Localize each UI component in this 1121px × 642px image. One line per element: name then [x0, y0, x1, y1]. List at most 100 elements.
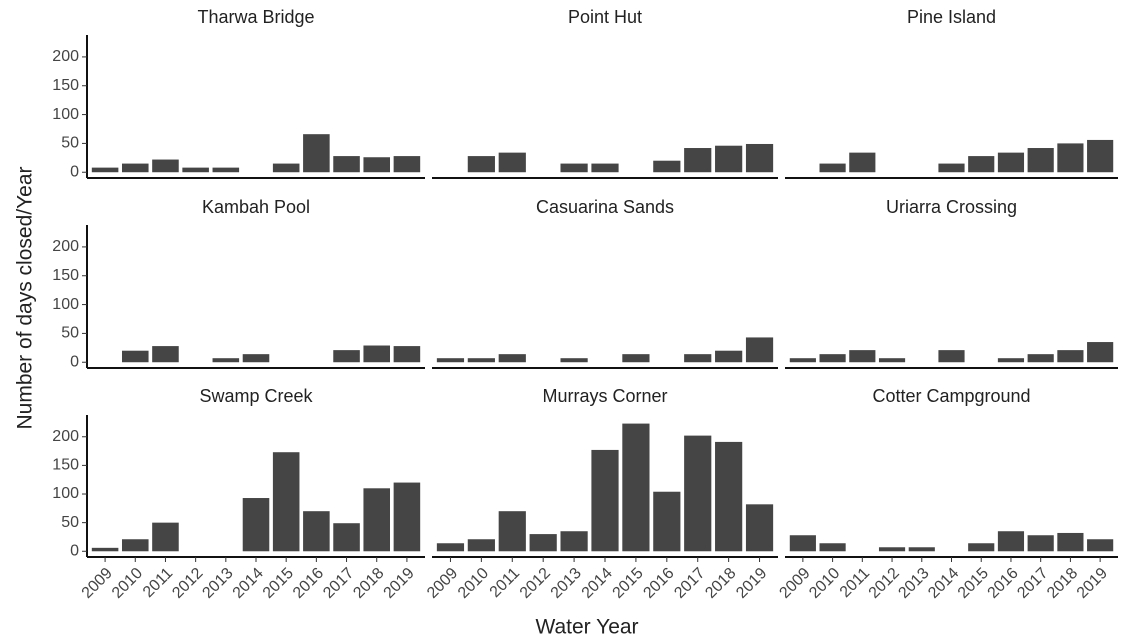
bar [303, 511, 330, 552]
bar [242, 354, 270, 363]
x-tick-label: 2010 [455, 565, 492, 602]
bar [908, 547, 935, 552]
x-tick-label: 2009 [424, 565, 461, 602]
x-tick-label: 2015 [260, 565, 297, 602]
bar [436, 543, 465, 552]
bar [1057, 143, 1084, 173]
bar [997, 531, 1025, 552]
bar [653, 491, 681, 552]
bar [242, 498, 270, 552]
bar [152, 159, 179, 173]
y-tick-label: 50 [61, 514, 79, 531]
panel-title: Casuarina Sands [536, 197, 674, 217]
panel-title: Swamp Creek [199, 386, 313, 406]
bar [272, 163, 300, 173]
bar [467, 156, 495, 173]
bar [715, 145, 743, 173]
x-tick-label: 2013 [199, 565, 236, 602]
panel-title: Tharwa Bridge [197, 7, 314, 27]
bar [467, 358, 495, 363]
bar [560, 358, 588, 363]
x-tick-label: 2012 [866, 565, 903, 602]
x-tick-label: 2009 [776, 565, 813, 602]
bar [849, 152, 876, 173]
bar [684, 435, 712, 552]
x-tick-label: 2011 [487, 565, 523, 601]
bar [938, 350, 965, 363]
bar [622, 423, 650, 552]
bar [591, 163, 619, 173]
bar [819, 543, 846, 552]
bar [789, 358, 816, 363]
x-tick-label: 2019 [381, 565, 418, 602]
y-tick-label: 50 [61, 325, 79, 342]
bar [622, 354, 650, 363]
bar [715, 350, 743, 363]
bar [363, 157, 391, 173]
bar [819, 163, 846, 173]
bar [1087, 539, 1114, 552]
bar [1057, 532, 1084, 552]
panel-title: Point Hut [568, 7, 642, 27]
bar [968, 156, 995, 173]
bar [1057, 350, 1084, 363]
y-tick-label: 200 [52, 428, 79, 445]
x-tick-label: 2016 [290, 565, 327, 602]
x-tick-label: 2018 [702, 565, 739, 602]
x-tick-label: 2019 [1074, 565, 1111, 602]
bar [968, 543, 995, 552]
x-tick-label: 2010 [806, 565, 843, 602]
y-tick-label: 0 [70, 163, 79, 180]
bar [560, 531, 588, 552]
y-tick-label: 100 [52, 485, 79, 502]
bar [498, 152, 526, 173]
bar [529, 534, 557, 552]
bar [272, 452, 300, 552]
bar [849, 350, 876, 363]
bar [591, 449, 619, 552]
bar [498, 511, 526, 552]
bar [467, 539, 495, 552]
bar [212, 167, 240, 173]
y-tick-label: 150 [52, 77, 79, 94]
y-tick-label: 0 [70, 353, 79, 370]
bar [182, 167, 209, 173]
x-tick-label: 2014 [925, 565, 962, 602]
y-axis-title: Number of days closed/Year [14, 166, 37, 429]
x-tick-label: 2013 [895, 565, 932, 602]
x-axis-title: Water Year [535, 616, 638, 639]
bar [303, 134, 330, 173]
x-tick-label: 2017 [320, 565, 357, 602]
bar [878, 547, 906, 552]
bar [1087, 139, 1114, 173]
x-tick-label: 2010 [109, 565, 146, 602]
bar [1087, 342, 1114, 363]
y-tick-label: 200 [52, 48, 79, 65]
bar [684, 148, 712, 173]
bar [560, 163, 588, 173]
bar [1027, 535, 1054, 552]
bar [363, 488, 391, 552]
bar [997, 358, 1025, 363]
bar [333, 350, 360, 363]
bar [1027, 354, 1054, 363]
panel-title: Pine Island [907, 7, 996, 27]
bar [393, 346, 421, 363]
x-tick-label: 2019 [733, 565, 770, 602]
bar [997, 152, 1025, 173]
panel-title: Cotter Campground [872, 386, 1030, 406]
panel-title: Kambah Pool [202, 197, 310, 217]
bar [745, 143, 774, 173]
bar [436, 358, 465, 363]
x-tick-label: 2016 [640, 565, 677, 602]
x-tick-label: 2014 [230, 565, 267, 602]
bar [363, 345, 391, 363]
bar [684, 354, 712, 363]
bar [212, 358, 240, 363]
x-tick-label: 2017 [1014, 565, 1051, 602]
x-tick-label: 2009 [79, 565, 116, 602]
x-tick-label: 2017 [671, 565, 708, 602]
x-tick-label: 2014 [579, 565, 616, 602]
bar [393, 482, 421, 552]
